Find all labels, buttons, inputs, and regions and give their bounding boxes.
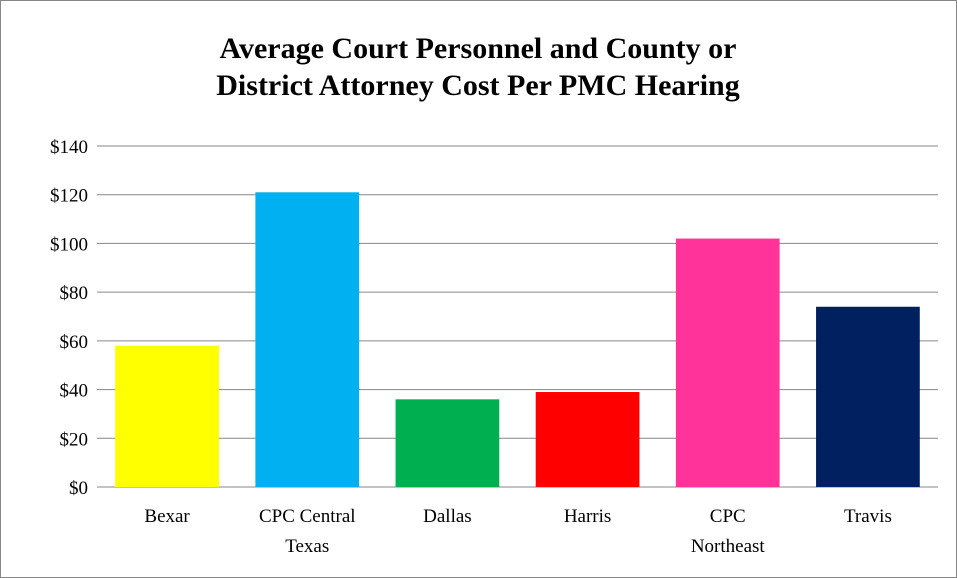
x-tick-label: Travis <box>844 506 892 527</box>
x-tick-label: CPC Central Texas <box>259 506 356 557</box>
x-tick-label: Dallas <box>423 506 472 527</box>
y-tick-label: $100 <box>50 234 88 255</box>
y-tick-label: $80 <box>60 283 89 304</box>
y-tick-label: $120 <box>50 186 88 207</box>
bar <box>675 238 780 487</box>
bar <box>115 345 219 487</box>
x-tick-label: Bexar <box>144 506 190 527</box>
y-tick-label: $140 <box>50 137 88 158</box>
y-tick-label: $0 <box>69 478 88 499</box>
bar <box>535 392 640 487</box>
bar <box>816 306 920 487</box>
y-tick-label: $20 <box>60 429 89 450</box>
bar <box>255 192 360 487</box>
x-tick-label: Harris <box>564 506 611 527</box>
y-tick-label: $60 <box>60 332 89 353</box>
bar <box>395 399 500 487</box>
chart-title: Average Court Personnel and County or Dis… <box>216 32 739 102</box>
x-tick-label: CPC Northeast <box>691 506 766 557</box>
y-tick-label: $40 <box>60 381 89 402</box>
